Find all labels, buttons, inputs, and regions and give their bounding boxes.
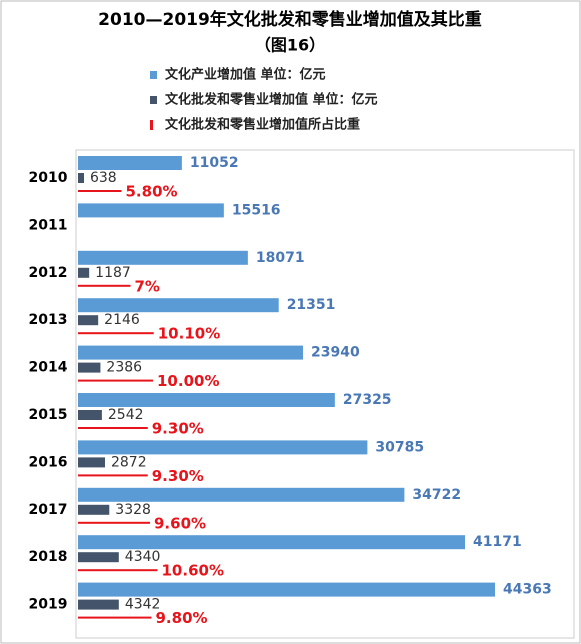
value-label: 10.10% (158, 325, 220, 343)
y-tick-label: 2011 (29, 217, 68, 233)
bar (78, 315, 99, 326)
value-label: 44363 (503, 582, 552, 598)
legend-label: 文化产业增加值 单位：亿元 (165, 67, 326, 83)
value-label: 21351 (287, 297, 336, 313)
value-label: 2542 (108, 407, 144, 423)
bar (78, 474, 148, 477)
bar (78, 582, 496, 597)
y-tick-label: 2017 (29, 502, 68, 518)
value-label: 23940 (311, 345, 360, 361)
legend-swatch (150, 120, 153, 130)
bar (78, 521, 150, 524)
bar (78, 267, 90, 278)
legend-swatch (150, 96, 157, 104)
bar (78, 487, 405, 502)
bar (78, 410, 102, 420)
value-label: 27325 (343, 392, 392, 408)
value-label: 10.60% (162, 562, 224, 580)
value-label: 4342 (125, 597, 161, 613)
bar (78, 379, 153, 382)
y-tick-label: 2010 (29, 170, 68, 186)
bar (78, 457, 105, 468)
value-label: 2386 (106, 360, 142, 376)
value-label: 638 (90, 170, 117, 186)
value-label: 3328 (115, 502, 151, 518)
chart-title: 2010—2019年文化批发和零售业增加值及其比重 (98, 9, 482, 30)
value-label: 10.00% (157, 372, 219, 390)
bar (78, 616, 152, 619)
value-label: 1187 (95, 265, 131, 281)
value-label: 5.80% (126, 183, 178, 201)
value-label: 41171 (473, 534, 522, 550)
y-tick-label: 2019 (29, 597, 68, 613)
bar (78, 332, 154, 335)
chart-subtitle: （图16） (255, 36, 325, 55)
legend-label: 文化批发和零售业增加值 单位：亿元 (165, 92, 378, 108)
value-label: 30785 (375, 439, 424, 455)
y-tick-label: 2016 (29, 454, 68, 470)
y-tick-label: 2012 (29, 265, 68, 281)
value-label: 4340 (125, 549, 161, 565)
value-label: 9.60% (154, 514, 206, 532)
bar (78, 569, 158, 572)
bar (78, 298, 279, 313)
legend-swatch (150, 71, 157, 79)
value-label: 2146 (104, 312, 140, 328)
value-label: 9.30% (152, 420, 204, 438)
legend-label: 文化批发和零售业增加值所占比重 (165, 117, 360, 133)
bar (78, 156, 182, 170)
value-label: 9.80% (156, 609, 208, 627)
bar (78, 552, 119, 563)
y-tick-label: 2014 (29, 360, 68, 376)
bar (78, 440, 368, 455)
bar (78, 504, 110, 515)
value-label: 15516 (232, 202, 281, 218)
y-tick-label: 2018 (29, 549, 68, 565)
bar (78, 173, 84, 183)
bar (78, 345, 304, 360)
value-label: 18071 (256, 250, 305, 266)
bar (78, 284, 131, 287)
bar (78, 535, 466, 550)
bar (78, 190, 122, 192)
value-label: 9.30% (152, 467, 204, 485)
bar (78, 250, 248, 265)
bar (78, 599, 119, 610)
value-label: 34722 (412, 487, 461, 503)
value-label: 11052 (190, 155, 239, 171)
plot-area (75, 149, 575, 639)
bar (78, 203, 224, 218)
y-tick-label: 2013 (29, 312, 68, 328)
value-label: 7% (135, 277, 160, 295)
bar (78, 427, 148, 429)
bar (78, 393, 335, 407)
value-label: 2872 (111, 454, 147, 470)
bar (78, 362, 101, 373)
y-tick-label: 2015 (29, 407, 68, 423)
